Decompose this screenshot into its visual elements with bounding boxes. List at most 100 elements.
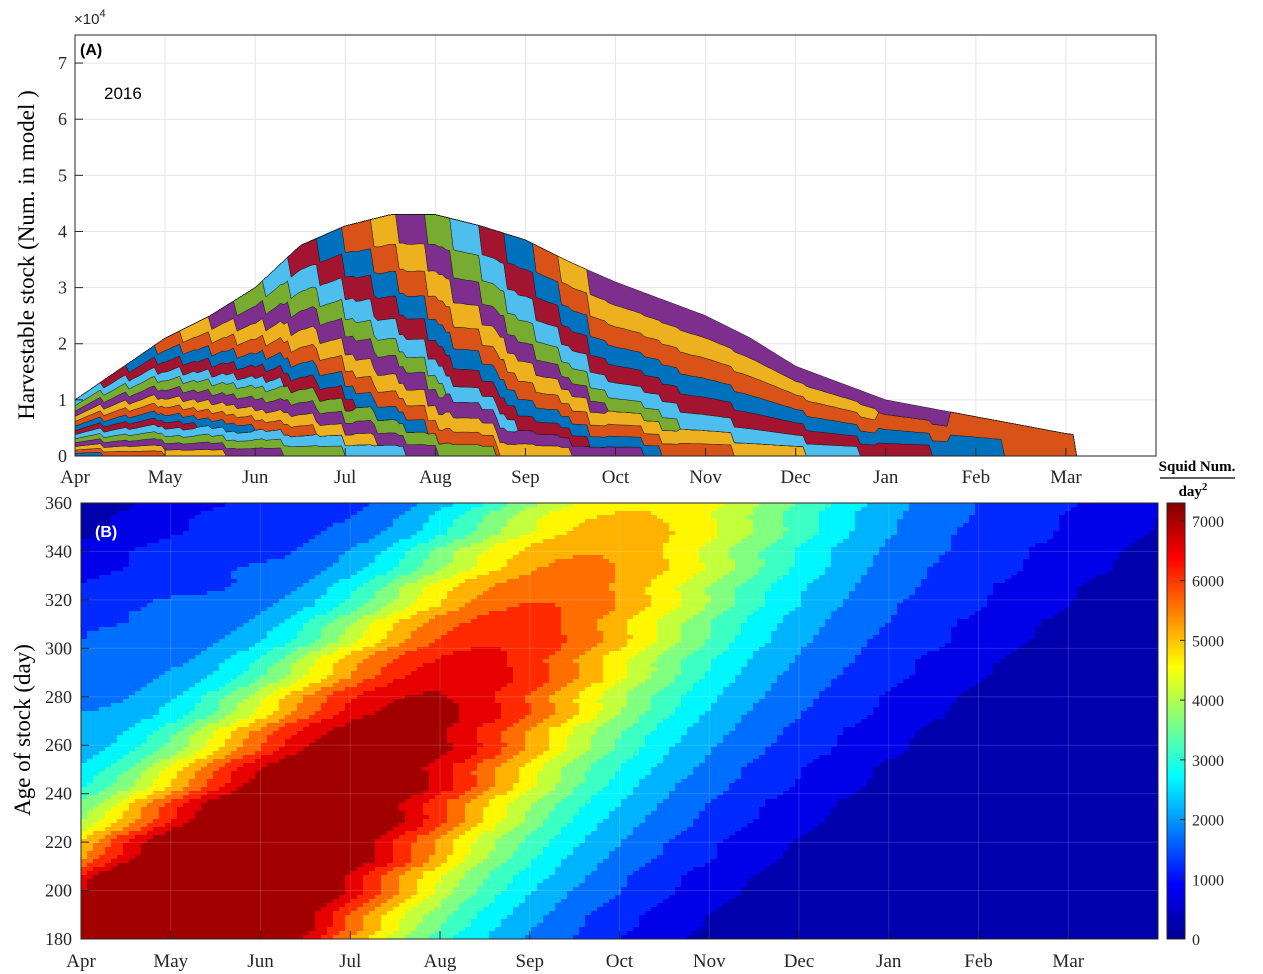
- panel-b-heat-cell: [267, 651, 292, 656]
- panel-b-heat-cell: [573, 787, 604, 792]
- colorbar-tick-label: 1000: [1192, 872, 1224, 889]
- panel-b-heat-cell: [225, 755, 244, 760]
- panel-b-heat-cell: [789, 611, 832, 616]
- panel-b-heat-cell: [945, 711, 1158, 716]
- panel-b-heat-cell: [777, 739, 838, 744]
- panel-b-heat-cell: [735, 559, 766, 564]
- panel-b-heat-cell: [561, 631, 604, 636]
- panel-b-heat-cell: [645, 711, 676, 716]
- panel-b-heat-cell: [447, 731, 478, 736]
- panel-b-heat-cell: [819, 531, 850, 536]
- panel-b-heat-cell: [735, 675, 778, 680]
- panel-b-heat-cell: [537, 799, 562, 804]
- panel-b-heat-cell: [699, 559, 736, 564]
- panel-b-heat-cell: [495, 775, 520, 780]
- panel-b-heat-cell: [285, 739, 316, 744]
- panel-b-heat-cell: [921, 655, 1006, 660]
- panel-b-heat-cell: [483, 539, 508, 544]
- panel-b-heat-cell: [633, 831, 682, 836]
- panel-b-heat-cell: [495, 695, 526, 700]
- panel-b-heat-cell: [441, 879, 460, 884]
- panel-b-heat-cell: [207, 675, 238, 680]
- panel-b-heat-cell: [303, 583, 334, 588]
- panel-b-heat-cell: [459, 583, 496, 588]
- panel-b-heat-cell: [951, 535, 1054, 540]
- panel-b-heat-cell: [585, 875, 628, 880]
- panel-b-heat-cell: [627, 875, 682, 880]
- panel-b-heat-cell: [309, 619, 334, 624]
- panel-b-heat-cell: [549, 731, 574, 736]
- panel-b-heat-cell: [681, 883, 748, 888]
- panel-b-heat-cell: [219, 687, 238, 692]
- panel-b-heat-cell: [351, 699, 394, 704]
- panel-b-heat-cell: [447, 543, 472, 548]
- panel-b-heat-cell: [525, 935, 574, 939]
- panel-b-heat-cell: [375, 651, 406, 656]
- panel-b-heat-cell: [477, 615, 562, 620]
- panel-b-heat-cell: [693, 867, 766, 872]
- panel-b-heat-cell: [453, 887, 478, 892]
- panel-b-heat-cell: [555, 867, 598, 872]
- panel-b-heat-cell: [561, 611, 610, 616]
- panel-b-heat-cell: [213, 775, 232, 780]
- panel-b-heat-cell: [435, 511, 466, 516]
- panel-b-heat-cell: [429, 515, 460, 520]
- panel-b-heat-cell: [483, 819, 502, 824]
- panel-b-heat-cell: [519, 535, 556, 540]
- panel-b-heat-cell: [501, 751, 520, 756]
- panel-b-heat-cell: [123, 799, 136, 804]
- panel-b-heat-cell: [369, 935, 388, 939]
- panel-b-heat-cell: [279, 679, 298, 684]
- panel-b-heat-cell: [387, 547, 412, 552]
- panel-b-heat-cell: [633, 787, 676, 792]
- panel-b-heat-cell: [483, 791, 508, 796]
- panel-b-heat-cell: [657, 903, 724, 908]
- panel-b-heat-cell: [795, 659, 856, 664]
- panel-b-heat-cell: [627, 675, 652, 680]
- panel-b-heat-cell: [669, 527, 718, 532]
- panel-b-heat-cell: [477, 775, 496, 780]
- panel-b-heat-cell: [375, 687, 502, 692]
- panel-b-heat-cell: [81, 839, 100, 844]
- panel-b-heat-cell: [465, 859, 484, 864]
- panel-b-heat-cell: [81, 535, 94, 540]
- panel-b-heat-cell: [783, 619, 826, 624]
- panel-b-heat-cell: [177, 731, 196, 736]
- panel-b-heat-cell: [819, 511, 856, 516]
- panel-b-heat-cell: [1155, 523, 1158, 528]
- panel-b-heat-cell: [459, 823, 478, 828]
- panel-b-heat-cell: [1059, 515, 1158, 520]
- panel-b-heat-cell: [423, 863, 442, 868]
- panel-b-heat-cell: [285, 555, 340, 560]
- panel-b-heat-cell: [873, 775, 1158, 780]
- panel-b-heat-cell: [849, 591, 916, 596]
- panel-b-heat-cell: [489, 799, 514, 804]
- panel-b-heat-cell: [141, 607, 268, 612]
- panel-b-heat-cell: [507, 503, 538, 508]
- panel-b-heat-cell: [273, 627, 304, 632]
- panel-b-heat-cell: [495, 827, 514, 832]
- panel-b-heat-cell: [447, 727, 478, 732]
- panel-b-heat-cell: [483, 743, 508, 748]
- panel-b-heat-cell: [513, 851, 544, 856]
- panel-b-heat-cell: [411, 907, 436, 912]
- panel-b-heat-cell: [765, 747, 832, 752]
- panel-b-heat-cell: [783, 531, 820, 536]
- panel-b-heat-cell: [141, 775, 160, 780]
- panel-b-heat-cell: [501, 707, 532, 712]
- panel-b-heat-cell: [363, 879, 382, 884]
- panel-b-heat-cell: [369, 623, 394, 628]
- panel-b-heat-cell: [897, 527, 958, 532]
- panel-b-heat-cell: [237, 675, 262, 680]
- panel-b-heat-cell: [507, 803, 532, 808]
- panel-b-heat-cell: [855, 791, 1158, 796]
- panel-b-heat-cell: [285, 595, 322, 600]
- panel-b-heat-cell: [171, 779, 190, 784]
- panel-b-heat-cell: [747, 823, 820, 828]
- panel-b-heat-cell: [129, 859, 376, 864]
- panel-b-heat-cell: [393, 867, 412, 872]
- panel-b-heat-cell: [405, 555, 430, 560]
- panel-b-heat-cell: [567, 739, 592, 744]
- panel-b-heat-cell: [363, 903, 382, 908]
